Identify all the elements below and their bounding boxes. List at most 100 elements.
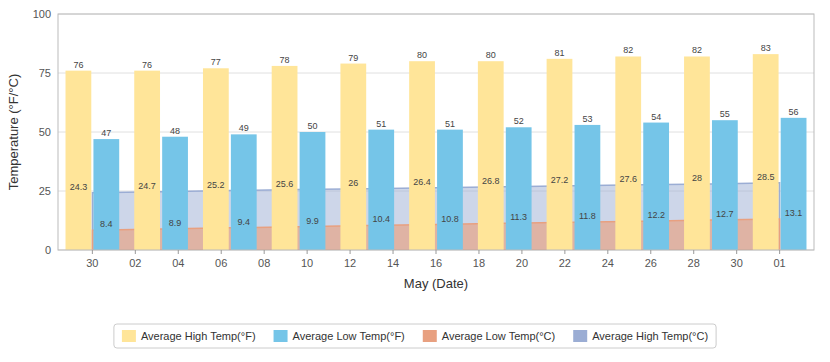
x-tick-label: 04 <box>172 257 184 269</box>
x-tick-label: 16 <box>430 257 442 269</box>
data-label: 82 <box>692 45 702 55</box>
x-axis-title: May (Date) <box>404 276 468 291</box>
x-tick-label: 30 <box>731 257 743 269</box>
bar <box>340 64 366 250</box>
legend-label: Average Low Temp(°F) <box>293 330 405 342</box>
data-label: 81 <box>554 48 564 58</box>
x-tick-label: 30 <box>86 257 98 269</box>
data-label: 49 <box>239 123 249 133</box>
y-tick-label: 0 <box>45 244 51 256</box>
x-tick-label: 20 <box>516 257 528 269</box>
data-label: 10.8 <box>441 214 459 224</box>
bar <box>93 139 119 250</box>
bar <box>272 66 298 250</box>
x-tick <box>393 250 394 254</box>
bar <box>231 134 257 250</box>
legend-label: Average High Temp(°C) <box>592 330 708 342</box>
y-tick-label: 25 <box>39 185 51 197</box>
x-tick <box>693 250 694 254</box>
data-label: 12.7 <box>716 209 734 219</box>
bar <box>162 137 188 250</box>
x-tick-label: 28 <box>688 257 700 269</box>
x-tick-label: 24 <box>602 257 614 269</box>
x-tick <box>779 250 780 254</box>
plot-marks <box>66 54 807 250</box>
data-label: 10.4 <box>372 214 390 224</box>
bar <box>712 120 738 250</box>
data-label: 27.2 <box>551 175 569 185</box>
bar <box>643 123 669 250</box>
plot-frame <box>58 14 814 250</box>
data-label: 24.3 <box>70 182 88 192</box>
legend-item: Average High Temp(°C) <box>573 330 708 342</box>
data-label: 26.4 <box>413 177 431 187</box>
bar <box>781 118 807 250</box>
data-label: 27.6 <box>619 174 637 184</box>
x-tick-label: 02 <box>129 257 141 269</box>
x-tick <box>478 250 479 254</box>
x-tick-label: 18 <box>473 257 485 269</box>
legend-frame <box>114 324 716 348</box>
bar <box>506 127 532 250</box>
x-tick <box>264 250 265 254</box>
data-label: 51 <box>445 119 455 129</box>
data-label: 11.8 <box>579 211 596 221</box>
bar <box>134 71 160 250</box>
data-label: 13.1 <box>785 208 803 218</box>
data-label: 82 <box>623 45 633 55</box>
x-tick <box>221 250 222 254</box>
legend-item: Average Low Temp(°F) <box>274 330 405 342</box>
data-label: 11.3 <box>510 212 527 222</box>
data-label: 9.9 <box>306 216 319 226</box>
bar <box>368 130 394 250</box>
data-label: 53 <box>582 114 592 124</box>
data-label: 76 <box>142 60 152 70</box>
data-label: 28 <box>692 173 702 183</box>
data-label: 24.7 <box>138 181 156 191</box>
x-tick <box>307 250 308 254</box>
bar <box>753 54 779 250</box>
data-label: 25.2 <box>207 180 225 190</box>
data-label: 56 <box>789 107 799 117</box>
bar <box>437 130 463 250</box>
x-tick <box>736 250 737 254</box>
x-tick <box>350 250 351 254</box>
x-tick <box>607 250 608 254</box>
legend-label: Average High Temp(°F) <box>141 330 256 342</box>
x-tick <box>92 250 93 254</box>
y-tick-label: 50 <box>39 126 51 138</box>
data-labels: 7676777879808081828283474849505151525354… <box>70 43 803 229</box>
data-label: 80 <box>417 50 427 60</box>
x-tick <box>521 250 522 254</box>
data-label: 78 <box>280 55 290 65</box>
legend-swatch <box>423 330 437 342</box>
data-label: 50 <box>307 121 317 131</box>
legend-swatch <box>573 330 587 342</box>
area <box>92 219 779 250</box>
data-label: 47 <box>101 128 111 138</box>
x-tick-label: 14 <box>387 257 399 269</box>
area <box>92 183 779 250</box>
data-label: 26.8 <box>482 176 500 186</box>
legend-item: Average High Temp(°F) <box>122 330 256 342</box>
x-tick <box>650 250 651 254</box>
y-axis-title: Temperature (°F/°C) <box>6 74 21 191</box>
bar <box>684 56 710 250</box>
data-label: 76 <box>73 60 83 70</box>
data-label: 48 <box>170 126 180 136</box>
legend-swatch <box>122 330 136 342</box>
x-tick <box>564 250 565 254</box>
data-label: 79 <box>348 53 358 63</box>
y-tick-label: 75 <box>39 67 51 79</box>
y-tick-label: 100 <box>33 8 51 20</box>
bar <box>575 125 601 250</box>
chart: 0255075100767677787980808182828347484950… <box>0 0 830 362</box>
legend-swatch <box>274 330 288 342</box>
x-tick-label: 22 <box>559 257 571 269</box>
x-tick-label: 06 <box>215 257 227 269</box>
data-label: 26 <box>348 178 358 188</box>
data-label: 25.6 <box>276 179 294 189</box>
x-tick-label: 01 <box>774 257 786 269</box>
x-tick <box>436 250 437 254</box>
x-tick-label: 12 <box>344 257 356 269</box>
